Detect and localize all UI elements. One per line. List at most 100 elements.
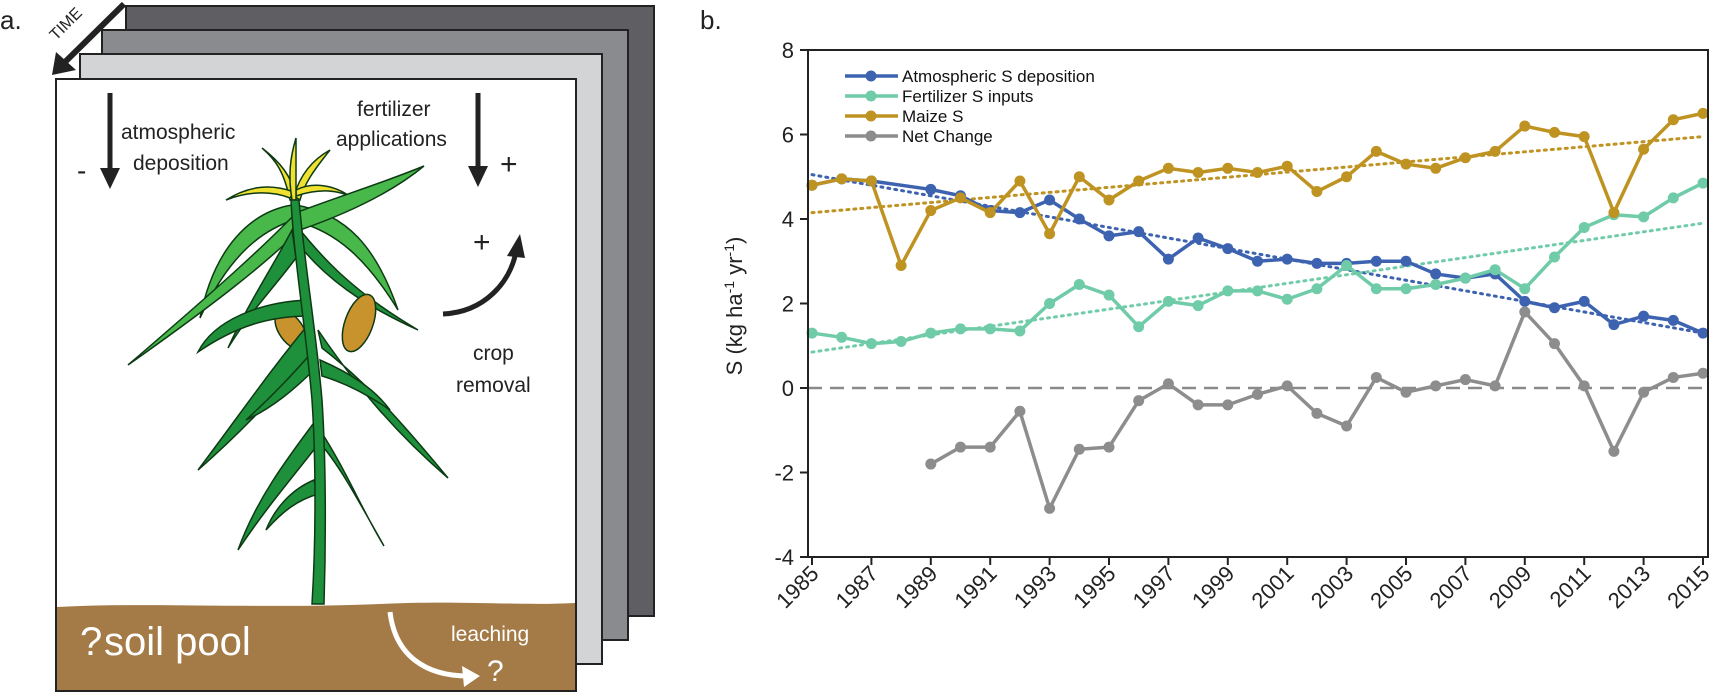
data-series	[806, 107, 1709, 514]
fertilizer-label-line1: fertilizer	[357, 98, 431, 121]
data-point	[925, 458, 937, 470]
data-point	[1281, 253, 1293, 265]
data-point	[1667, 114, 1679, 126]
x-tick-label: 1995	[1068, 561, 1120, 613]
y-tick-label: 4	[782, 207, 794, 232]
data-point	[836, 331, 848, 343]
data-point	[955, 323, 966, 335]
data-point	[1549, 251, 1560, 263]
data-point	[1222, 285, 1234, 297]
data-point	[1014, 175, 1026, 187]
y-tick-label: 6	[782, 123, 794, 148]
time-arrow-head	[52, 52, 76, 75]
data-point	[1430, 162, 1442, 174]
data-point	[1103, 194, 1115, 206]
data-point	[1459, 272, 1471, 284]
data-point	[1608, 445, 1620, 457]
legend-label: Net Change	[902, 127, 993, 146]
series-group	[925, 306, 1709, 514]
soil-pool-area	[57, 602, 575, 690]
data-point	[1162, 162, 1174, 174]
deposition-arrow-head	[100, 168, 120, 189]
data-point	[1252, 388, 1263, 400]
y-tick-label: 2	[782, 292, 794, 317]
legend-swatch-point	[865, 90, 877, 102]
data-point	[1222, 162, 1234, 174]
fertilizer-label-line2: applications	[336, 128, 447, 151]
data-point	[1162, 295, 1174, 307]
data-point	[1252, 167, 1263, 179]
deposition-label-line1: atmospheric	[121, 121, 235, 144]
data-point	[1192, 232, 1204, 244]
data-point	[955, 441, 966, 453]
data-point	[1341, 259, 1353, 271]
data-point	[1667, 371, 1679, 383]
x-tick-label: 2015	[1662, 561, 1714, 613]
data-point	[836, 173, 848, 185]
data-point	[865, 338, 877, 350]
data-point	[1638, 211, 1650, 223]
data-point	[925, 327, 937, 339]
data-point	[1133, 226, 1145, 238]
data-point	[1489, 264, 1501, 276]
data-point	[1341, 420, 1353, 432]
maize-plant-illustration	[127, 137, 449, 605]
data-point	[1370, 255, 1382, 267]
data-point	[1400, 386, 1412, 398]
data-point	[1608, 207, 1620, 219]
data-point	[1162, 378, 1174, 390]
x-tick-label: 1999	[1187, 561, 1239, 613]
data-point	[1489, 380, 1501, 392]
data-point	[1252, 255, 1263, 267]
trend-line	[810, 173, 1705, 335]
legend-swatch-point	[865, 110, 877, 122]
soil-pool-question: ?	[80, 620, 102, 664]
data-point	[1133, 321, 1145, 333]
data-point	[1311, 186, 1323, 198]
data-point	[1073, 278, 1085, 290]
deposition-label-line2: deposition	[133, 152, 229, 175]
data-point	[1638, 386, 1650, 398]
y-tick-label: 8	[782, 38, 794, 63]
data-point	[925, 183, 937, 195]
fertilizer-arrow-head	[468, 166, 488, 187]
data-point	[1608, 319, 1620, 331]
y-axis-label-part-c: )	[722, 237, 747, 244]
data-point	[1162, 253, 1174, 265]
data-point	[1549, 302, 1560, 314]
x-tick-label: 1993	[1009, 561, 1061, 613]
data-point	[1222, 399, 1234, 411]
data-point	[1044, 502, 1056, 514]
legend-swatch-point	[865, 130, 877, 142]
data-point	[1638, 143, 1650, 155]
x-tick-label: 1991	[949, 561, 1001, 613]
data-point	[1697, 177, 1709, 189]
x-tick-label: 2005	[1365, 561, 1417, 613]
data-point	[1430, 278, 1442, 290]
crop-removal-plus: +	[473, 226, 491, 259]
series-group	[806, 177, 1709, 350]
x-tick-label: 2011	[1545, 561, 1596, 612]
data-point	[1697, 367, 1709, 379]
data-point	[895, 336, 907, 348]
data-point	[984, 207, 996, 219]
data-point	[1578, 221, 1590, 233]
data-point	[1519, 306, 1531, 318]
time-label: TIME	[47, 5, 86, 44]
y-tick-label: 0	[782, 376, 794, 401]
data-point	[1341, 171, 1353, 183]
data-point	[895, 259, 907, 271]
panel-a: a. TIME ? soil pool leaching ? - atmosph…	[0, 1, 655, 692]
data-point	[1044, 298, 1056, 309]
data-point	[1192, 300, 1204, 312]
legend-swatch-point	[865, 70, 877, 82]
data-point	[1103, 289, 1115, 301]
data-point	[1459, 374, 1471, 386]
data-point	[1430, 380, 1442, 392]
y-axis-label-part-b: yr	[722, 256, 747, 280]
data-point	[1281, 160, 1293, 172]
data-point	[1014, 405, 1026, 417]
data-point	[1578, 295, 1590, 307]
data-point	[1400, 158, 1412, 170]
